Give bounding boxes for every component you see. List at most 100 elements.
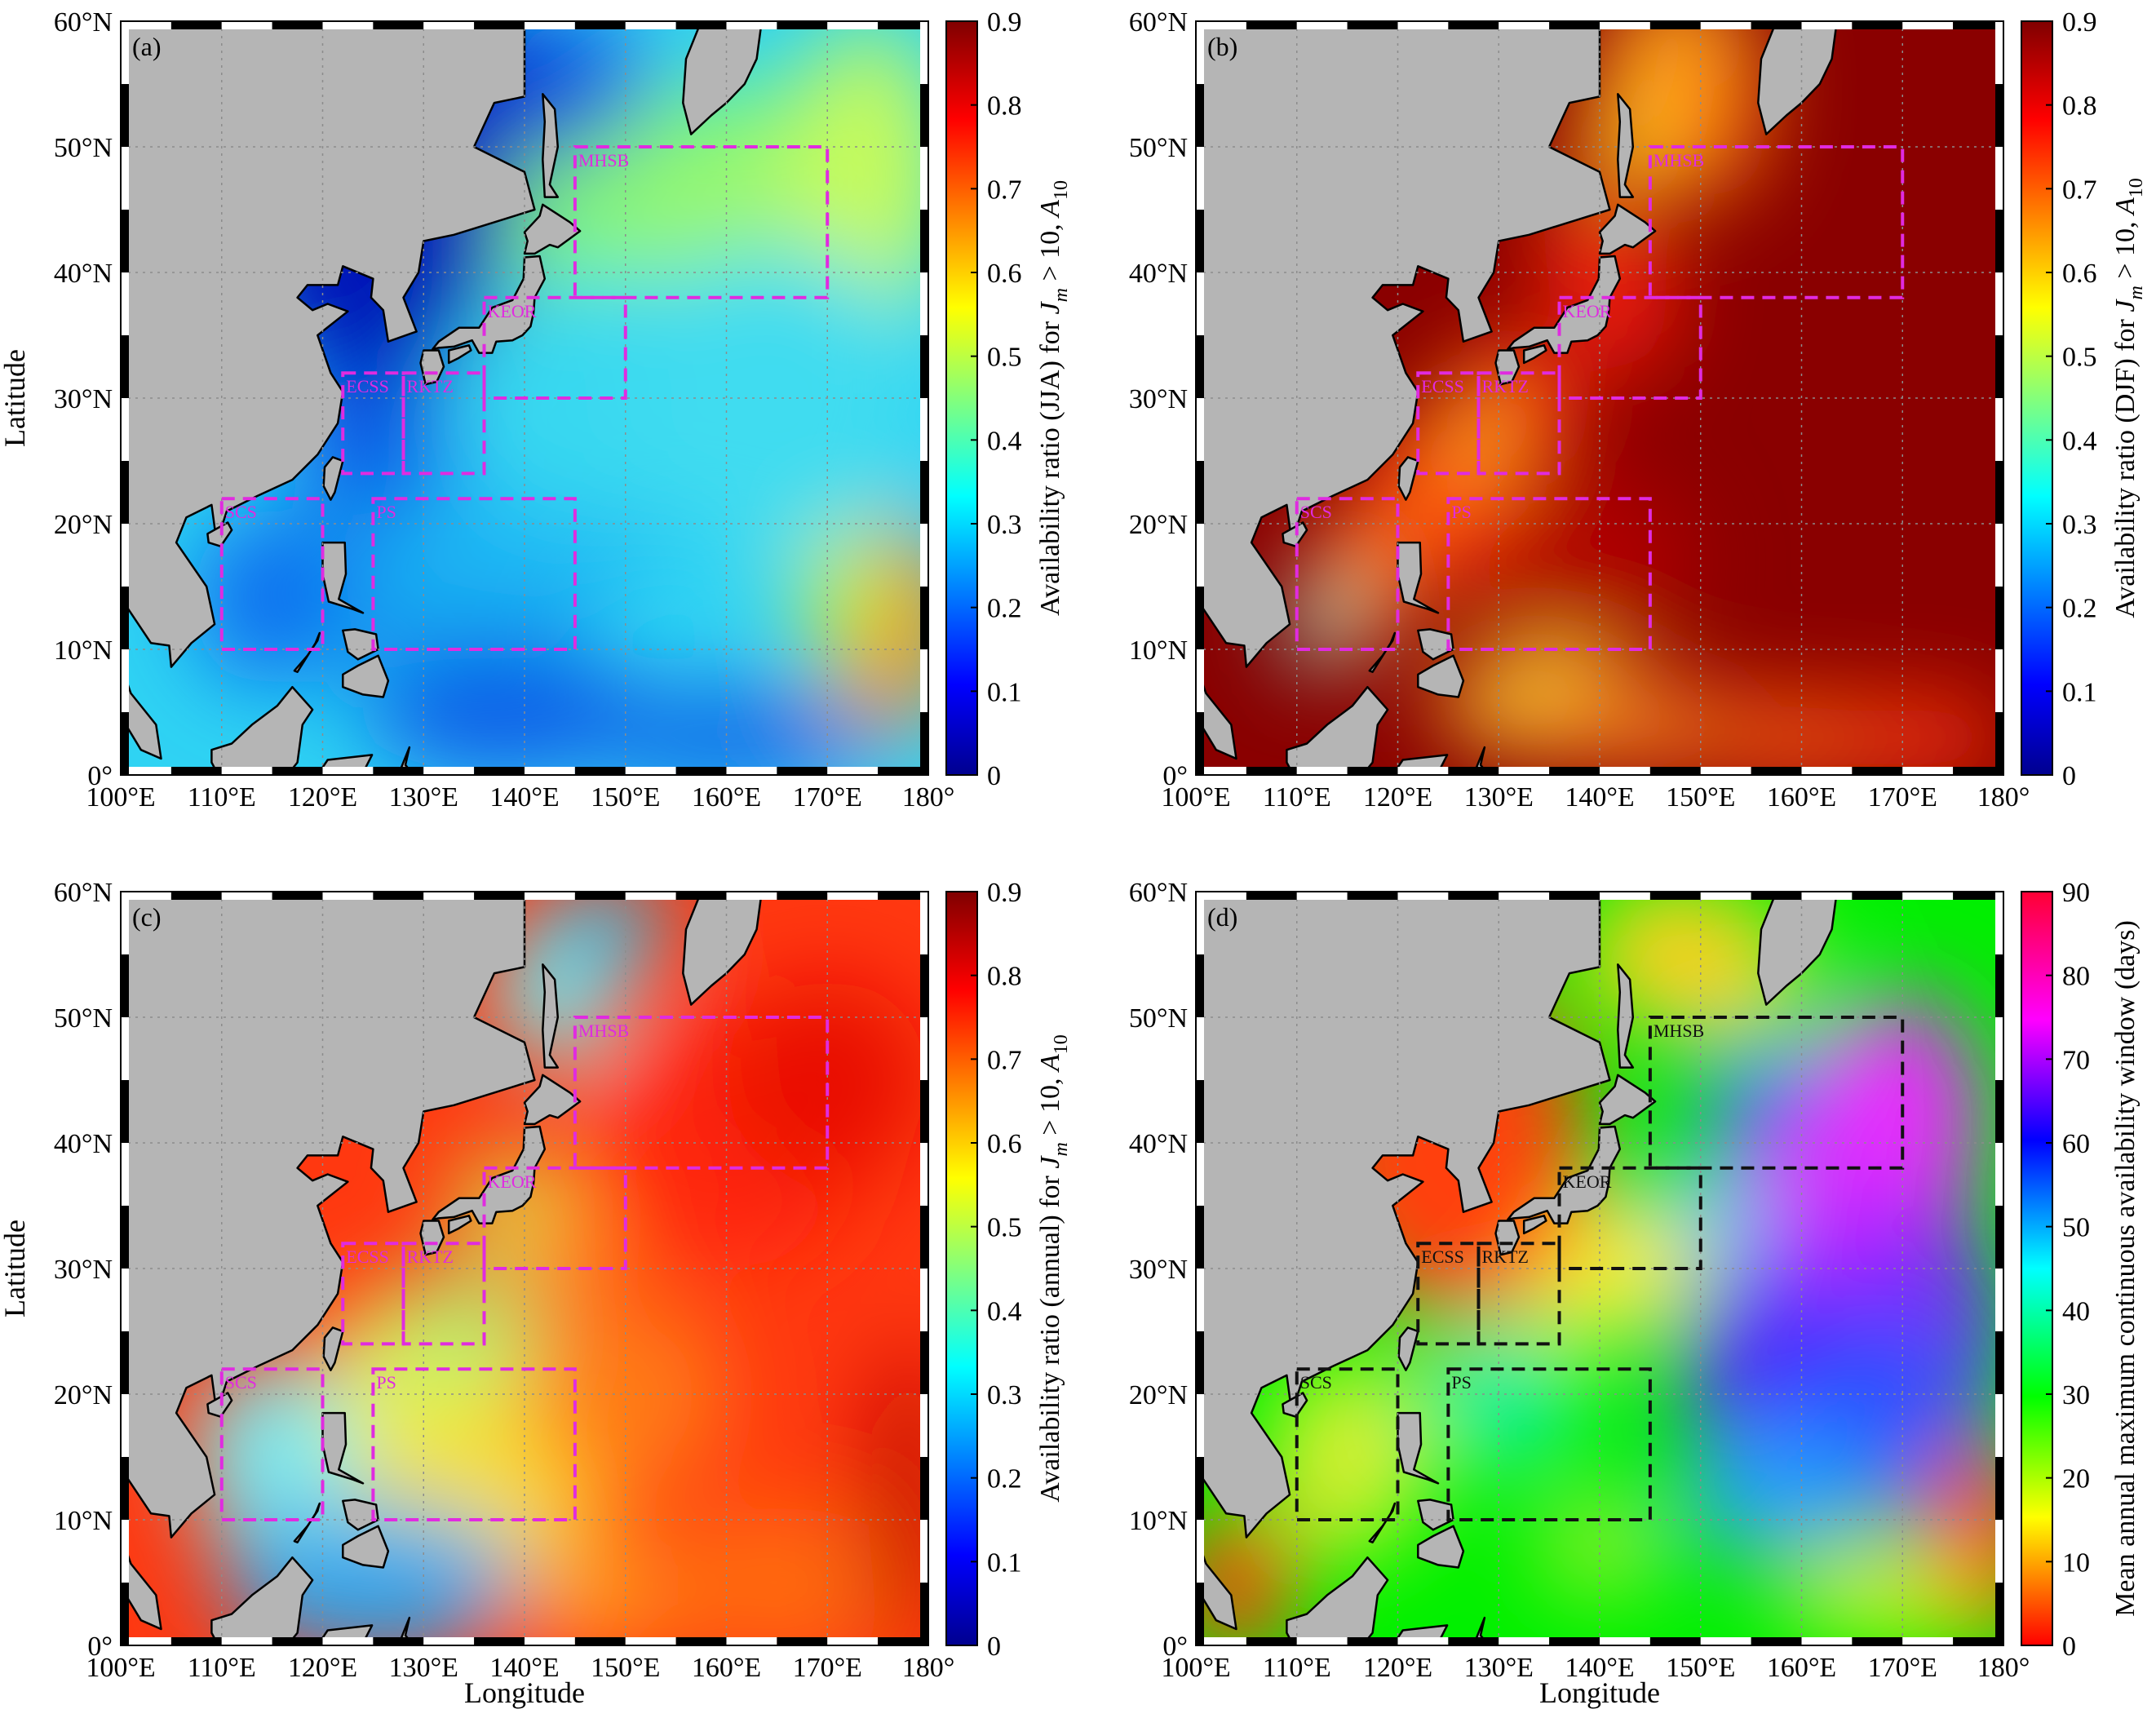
region-box-rktz: [1476, 1242, 1561, 1346]
frame-tick: [121, 1583, 129, 1645]
frame-tick: [574, 892, 626, 900]
lat-tick-label: 60°N: [54, 878, 113, 908]
colorbar: 0 0.1 0.2 0.3 0.4 0.5 0.6 0.7 0.8 0.9 Availability…: [945, 7, 1072, 791]
x-axis-label: Longitude: [464, 1676, 585, 1709]
colorbar-tick-label: 0.5: [987, 1213, 1022, 1243]
frame-tick: [625, 767, 676, 775]
frame-tick: [1953, 892, 2003, 900]
frame-tick: [121, 1080, 129, 1143]
colorbar-tick-label: 0.1: [987, 677, 1022, 707]
frame-tick: [1995, 21, 2003, 84]
region-box-ecss: [1416, 371, 1481, 476]
frame-tick: [1196, 1206, 1204, 1269]
frame-tick: [1995, 335, 2003, 398]
lon-tick-label: 160°E: [692, 1653, 761, 1683]
colorbar-tick-label: 0.3: [987, 1380, 1022, 1410]
land-sakhalin: [1617, 963, 1635, 1069]
lon-tick-label: 140°E: [1565, 782, 1634, 813]
colorbar-tick-label: 0.5: [987, 343, 1022, 373]
frame-tick: [121, 1637, 171, 1645]
colorbar-gradient: [2021, 20, 2053, 776]
field-blob: [544, 892, 666, 980]
frame-tick: [1196, 272, 1204, 335]
frame-tick: [1995, 210, 2003, 272]
lat-tick-label: 60°N: [1129, 7, 1188, 38]
frame-tick: [1196, 461, 1204, 524]
frame-tick: [423, 21, 475, 29]
land-layer: [1196, 892, 1839, 1645]
map-frame: [1195, 891, 2004, 1646]
colorbar-tick-label: 0.4: [987, 426, 1022, 456]
frame-tick: [1801, 21, 1853, 29]
colorbar-gradient: [945, 20, 978, 776]
region-box-keor: [1557, 295, 1702, 400]
land-hainan: [1282, 1392, 1308, 1418]
lon-tick-label: 110°E: [1263, 782, 1331, 813]
lon-tick-label: 130°E: [389, 1653, 458, 1683]
lon-tick-label: 140°E: [489, 1653, 559, 1683]
frame-tick: [1700, 767, 1751, 775]
lat-tick-label: 0°: [1162, 1632, 1188, 1662]
frame-tick: [777, 767, 828, 775]
gridlines: [1196, 892, 2003, 1645]
land-hainan: [206, 521, 233, 547]
region-label-ecss: ECSS: [1421, 1246, 1464, 1267]
land-kyushu: [419, 1220, 445, 1256]
lat-tick-label: 40°N: [54, 1129, 113, 1159]
frame-tick: [1995, 1331, 2003, 1394]
frame-tick: [1953, 767, 2003, 775]
frame-tick: [878, 1637, 928, 1645]
region-box-scs: [1295, 497, 1400, 652]
frame-tick: [1196, 398, 1204, 461]
frame-tick: [1196, 954, 1204, 1017]
frame-tick: [1751, 1637, 1802, 1645]
frame-tick: [121, 712, 129, 775]
frame-tick: [121, 21, 129, 84]
colorbar: 0 10 20 30 40 50 60 70 80 90 Mean annual maximum c…: [2021, 878, 2141, 1662]
frame-tick: [1852, 767, 1903, 775]
frame-tick: [221, 767, 272, 775]
land-luzon: [321, 1411, 365, 1485]
frame-tick: [878, 21, 928, 29]
region-label-ps: PS: [1451, 1372, 1471, 1393]
region-box-ecss: [341, 1242, 405, 1346]
frame-tick: [726, 767, 777, 775]
frame-tick: [373, 892, 424, 900]
land-luzon: [1397, 541, 1440, 614]
frame-tick: [1700, 21, 1751, 29]
frame-tick: [1246, 767, 1297, 775]
field-blob: [1700, 699, 1903, 775]
frame-tick: [121, 892, 171, 900]
colorbar-label-text: Availability ratio (JJA) for: [1035, 314, 1065, 616]
frame-tick: [625, 21, 676, 29]
frame-tick: [121, 1269, 129, 1331]
frame-tick: [121, 767, 171, 775]
frame-tick: [121, 649, 129, 712]
math-a: A: [1035, 1054, 1065, 1073]
land-sakhalin: [542, 963, 560, 1069]
frame-outline: [1195, 20, 2004, 776]
map-area: MHSB KEOR ECSS RKTZ SCS PS: [121, 892, 928, 1645]
frame-tick: [373, 1637, 424, 1645]
frame-tick: [1995, 954, 2003, 1017]
math-m: m: [1051, 288, 1072, 302]
frame-tick: [1995, 1394, 2003, 1457]
frame-tick: [1995, 147, 2003, 210]
frame-tick: [1196, 1080, 1204, 1143]
frame-tick: [322, 767, 374, 775]
colorbar-tick-label: 60: [2062, 1129, 2090, 1159]
lon-tick-label: 170°E: [793, 1653, 862, 1683]
colorbar-tick-label: 0.1: [2062, 677, 2097, 707]
frame-tick: [1751, 21, 1802, 29]
lon-tick-label: 110°E: [1263, 1653, 1331, 1683]
frame-tick: [1600, 21, 1650, 29]
panel-c: MHSB KEOR ECSS RKTZ SCS PS (c) 100°E 110°E 120°E 1…: [0, 878, 1072, 1709]
frame-tick: [1649, 767, 1701, 775]
land-sakhalin: [1617, 93, 1635, 198]
frame-tick: [574, 767, 626, 775]
land-hainan: [206, 1392, 233, 1418]
map-area: MHSB KEOR ECSS RKTZ SCS PS: [121, 21, 928, 775]
panel-b: MHSB KEOR ECSS RKTZ SCS PS (b) 100°E 110°E 120°E 1…: [1129, 7, 2147, 813]
colorbar-tick-label: 0.4: [2062, 426, 2097, 456]
field-blob: [514, 21, 656, 122]
